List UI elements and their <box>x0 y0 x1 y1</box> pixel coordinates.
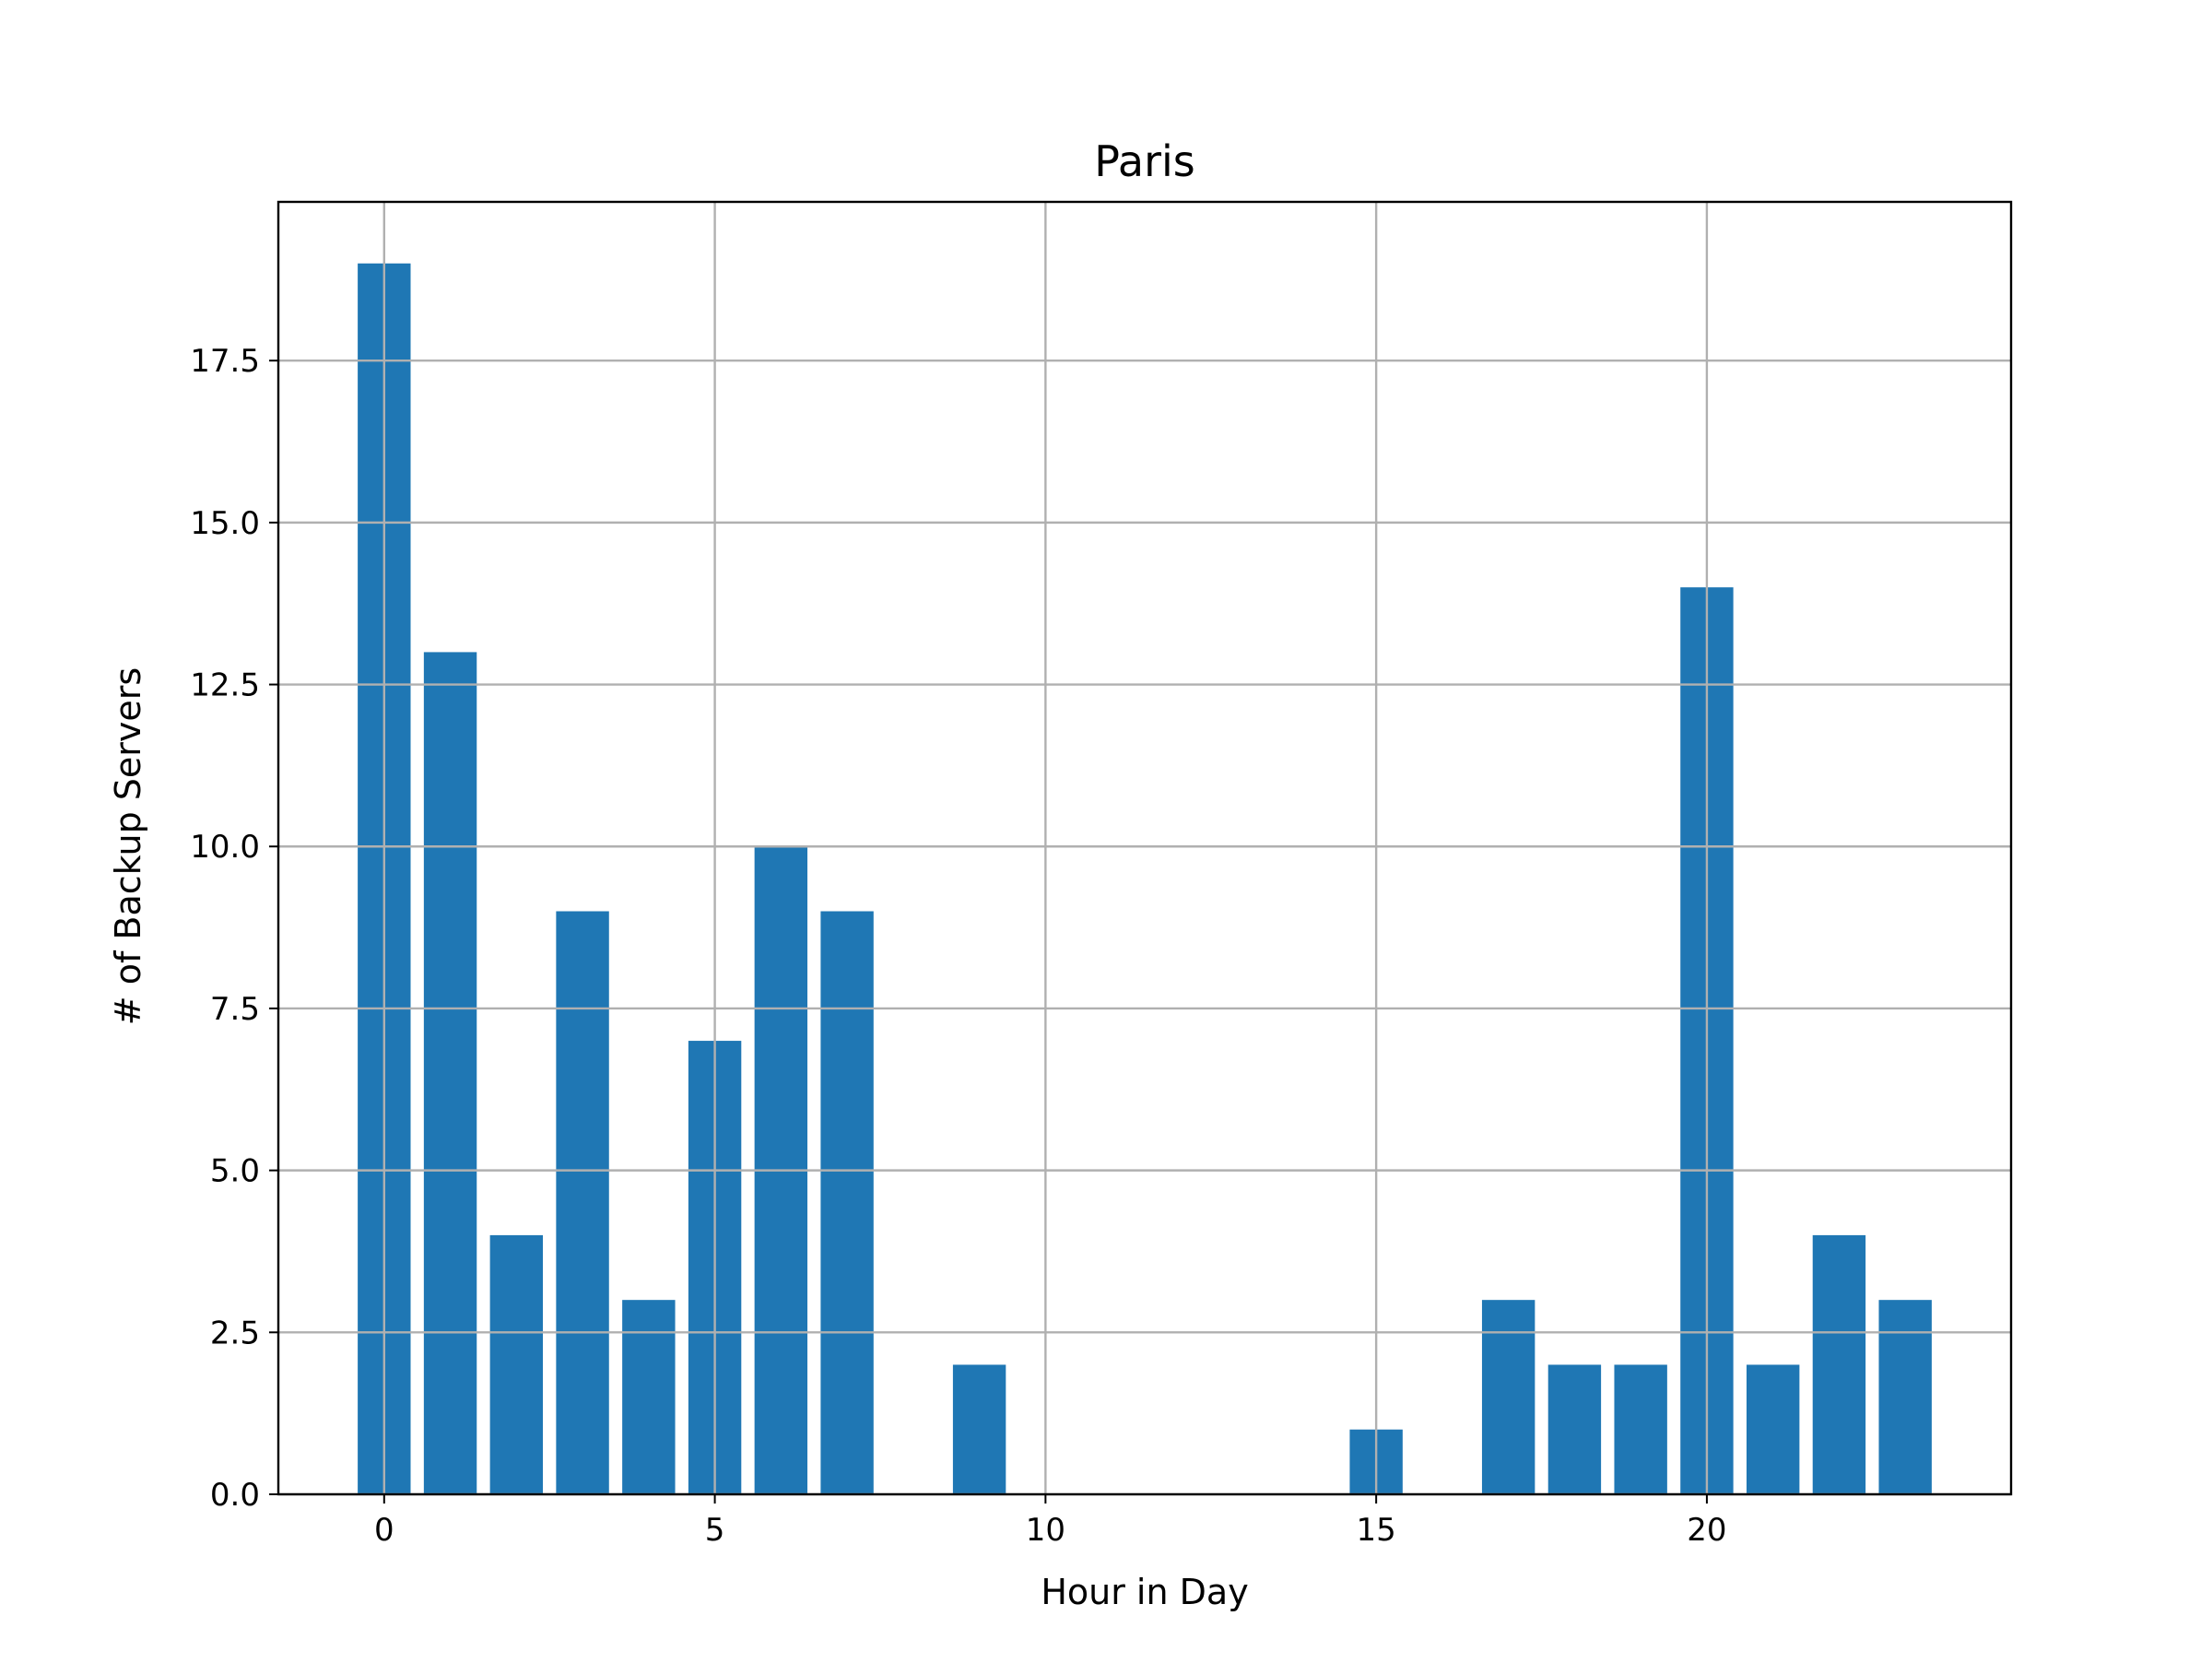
y-tick-label: 17.5 <box>190 343 260 380</box>
y-tick-label: 15.0 <box>190 505 260 542</box>
bar-hour-7 <box>820 911 874 1494</box>
x-tick-label: 0 <box>374 1512 394 1549</box>
y-tick-label: 0.0 <box>210 1477 260 1514</box>
y-tick-label: 12.5 <box>190 667 260 704</box>
bar-hour-1 <box>423 652 477 1494</box>
x-tick-label: 10 <box>1026 1512 1065 1549</box>
bar-hour-2 <box>489 1234 544 1494</box>
bar-hour-18 <box>1547 1364 1602 1494</box>
y-tick-label: 5.0 <box>210 1153 260 1190</box>
axes <box>269 200 2013 1504</box>
bar-hour-22 <box>1812 1234 1866 1494</box>
tick-labels: 0 5 10 15 20 0.0 2.5 5.0 7.5 10.0 12.5 15.0 17.5 <box>190 343 1726 1549</box>
bar-hour-3 <box>556 911 609 1494</box>
y-axis-title: # of Backup Servers <box>108 667 148 1025</box>
y-tick-label: 7.5 <box>210 991 260 1028</box>
chart-title: Paris <box>1094 136 1195 186</box>
y-tick-label: 10.0 <box>190 829 260 866</box>
y-tick-label: 2.5 <box>210 1315 260 1351</box>
bar-hour-21 <box>1746 1364 1800 1494</box>
bar-hour-4 <box>622 1300 676 1494</box>
x-tick-label: 20 <box>1687 1512 1726 1549</box>
x-tick-label: 15 <box>1357 1512 1396 1549</box>
x-tick-label: 5 <box>705 1512 725 1549</box>
bars <box>358 263 1932 1494</box>
bar-hour-23 <box>1878 1300 1932 1494</box>
plot-frame <box>276 200 2013 1496</box>
bar-hour-17 <box>1481 1300 1535 1494</box>
bar-hour-9 <box>952 1364 1006 1494</box>
x-axis-title: Hour in Day <box>1041 1572 1248 1612</box>
bar-hour-19 <box>1614 1364 1667 1494</box>
